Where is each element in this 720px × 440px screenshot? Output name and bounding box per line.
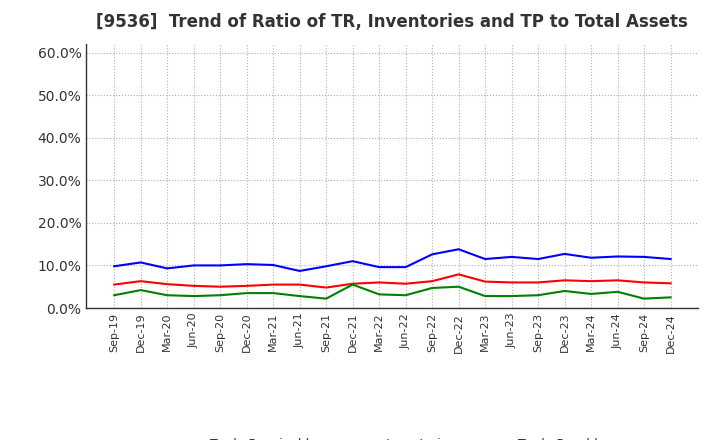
Trade Payables: [481, 293, 490, 299]
Inventories: [428, 252, 436, 257]
Trade Payables: [666, 295, 675, 300]
Trade Payables: [322, 296, 330, 301]
Trade Receivables: [666, 281, 675, 286]
Legend: Trade Receivables, Inventories, Trade Payables: Trade Receivables, Inventories, Trade Pa…: [168, 433, 617, 440]
Trade Payables: [560, 288, 569, 293]
Trade Receivables: [136, 279, 145, 284]
Trade Payables: [428, 286, 436, 291]
Trade Receivables: [216, 284, 225, 290]
Trade Payables: [243, 290, 251, 296]
Trade Payables: [613, 289, 622, 294]
Inventories: [666, 257, 675, 262]
Inventories: [375, 264, 384, 270]
Trade Payables: [454, 284, 463, 290]
Trade Receivables: [295, 282, 304, 287]
Trade Receivables: [613, 278, 622, 283]
Trade Payables: [508, 293, 516, 299]
Trade Receivables: [322, 285, 330, 290]
Trade Receivables: [189, 283, 198, 289]
Inventories: [216, 263, 225, 268]
Title: [9536]  Trend of Ratio of TR, Inventories and TP to Total Assets: [9536] Trend of Ratio of TR, Inventories…: [96, 13, 688, 31]
Line: Trade Payables: Trade Payables: [114, 285, 670, 299]
Trade Payables: [269, 290, 277, 296]
Inventories: [534, 257, 542, 262]
Inventories: [613, 254, 622, 259]
Trade Receivables: [269, 282, 277, 287]
Line: Inventories: Inventories: [114, 249, 670, 271]
Inventories: [295, 268, 304, 274]
Inventories: [481, 257, 490, 262]
Trade Receivables: [348, 281, 357, 286]
Trade Payables: [110, 293, 119, 298]
Trade Payables: [163, 293, 171, 298]
Inventories: [587, 255, 595, 260]
Inventories: [136, 260, 145, 265]
Trade Payables: [348, 282, 357, 287]
Trade Receivables: [428, 279, 436, 284]
Trade Receivables: [481, 279, 490, 284]
Line: Trade Receivables: Trade Receivables: [114, 275, 670, 288]
Trade Receivables: [640, 280, 649, 285]
Trade Receivables: [534, 280, 542, 285]
Trade Payables: [295, 293, 304, 299]
Trade Receivables: [454, 272, 463, 277]
Trade Receivables: [587, 279, 595, 284]
Inventories: [508, 254, 516, 260]
Inventories: [560, 251, 569, 257]
Trade Receivables: [560, 278, 569, 283]
Trade Payables: [189, 293, 198, 299]
Trade Receivables: [243, 283, 251, 289]
Trade Receivables: [508, 280, 516, 285]
Inventories: [401, 264, 410, 270]
Inventories: [322, 264, 330, 269]
Trade Payables: [640, 296, 649, 301]
Trade Receivables: [110, 282, 119, 287]
Trade Receivables: [163, 282, 171, 287]
Trade Payables: [534, 293, 542, 298]
Inventories: [454, 246, 463, 252]
Trade Payables: [587, 291, 595, 297]
Inventories: [163, 266, 171, 271]
Trade Payables: [136, 287, 145, 293]
Inventories: [189, 263, 198, 268]
Inventories: [348, 259, 357, 264]
Trade Receivables: [375, 280, 384, 285]
Inventories: [243, 261, 251, 267]
Trade Payables: [375, 292, 384, 297]
Trade Payables: [216, 293, 225, 298]
Trade Receivables: [401, 281, 410, 286]
Inventories: [640, 254, 649, 260]
Trade Payables: [401, 293, 410, 298]
Inventories: [269, 262, 277, 268]
Inventories: [110, 264, 119, 269]
